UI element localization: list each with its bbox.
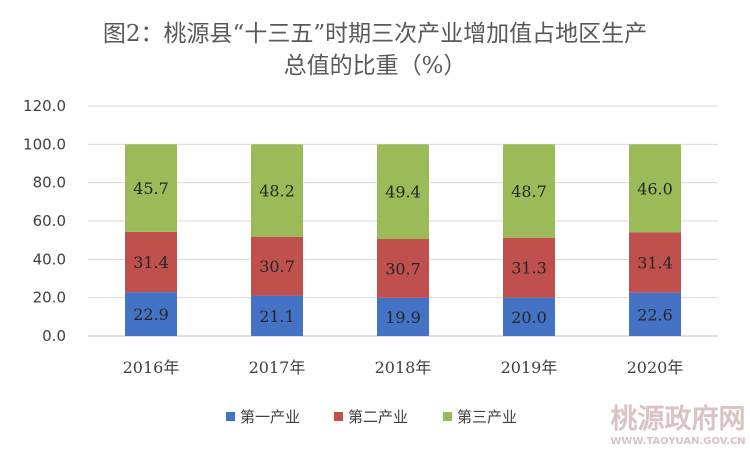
y-tick-label: 60.0: [33, 212, 66, 230]
legend-label: 第一产业: [240, 408, 300, 426]
y-tick-label: 40.0: [33, 250, 66, 268]
bar-segment: [125, 292, 177, 336]
legend-swatch: [443, 412, 452, 421]
legend: 第一产业 第二产业 第三产业: [226, 408, 517, 426]
legend-swatch: [334, 412, 343, 421]
data-label: 31.3: [511, 259, 547, 278]
data-label: 31.4: [133, 253, 169, 272]
data-label: 19.9: [385, 308, 421, 327]
y-axis-ticks: 0.0 20.0 40.0 60.0 80.0 100.0 120.0: [23, 97, 66, 345]
data-label: 20.0: [511, 308, 547, 327]
data-label: 45.7: [133, 179, 169, 198]
data-labels: 22.9 31.4 45.7 21.1 30.7 48.2 19.9 30.7 49.4 20.0…: [133, 179, 673, 327]
bars: [125, 144, 681, 336]
watermark-name: 桃源政府网: [611, 403, 746, 435]
data-label: 46.0: [637, 179, 673, 198]
data-label: 22.9: [133, 305, 169, 324]
x-axis-categories: 2016年 2017年 2018年 2019年 2020年: [123, 358, 684, 377]
data-label: 31.4: [637, 254, 673, 273]
y-tick-label: 20.0: [33, 289, 66, 307]
bar-segment: [125, 144, 177, 232]
x-category-label: 2017年: [249, 358, 306, 377]
data-label: 21.1: [259, 307, 295, 326]
x-category-label: 2020年: [627, 358, 684, 377]
data-label: 48.7: [511, 182, 547, 201]
legend-label: 第三产业: [457, 408, 517, 426]
y-tick-label: 0.0: [42, 327, 66, 345]
y-tick-label: 80.0: [33, 174, 66, 192]
bar-segment: [377, 297, 429, 336]
watermark-url: WWW.TAOYUAN.GOV.CN: [610, 436, 745, 447]
x-category-label: 2019年: [501, 358, 558, 377]
chart-title-line-2: 总值的比重（%）: [284, 53, 467, 79]
bar-segment: [251, 295, 303, 336]
bar-segment: [629, 144, 681, 233]
x-category-label: 2018年: [375, 358, 432, 377]
x-category-label: 2016年: [123, 358, 180, 377]
bar-segment: [251, 236, 303, 296]
bar-segment: [629, 292, 681, 336]
legend-label: 第二产业: [348, 408, 408, 426]
bar-segment: [125, 231, 177, 293]
data-label: 49.4: [385, 183, 421, 202]
data-label: 30.7: [259, 257, 295, 276]
bar-segment: [629, 232, 681, 293]
bar-segment: [503, 144, 555, 238]
bar-segment: [251, 144, 303, 237]
y-tick-label: 100.0: [23, 135, 66, 153]
data-label: 48.2: [259, 182, 295, 201]
bar-segment: [377, 239, 429, 298]
y-tick-label: 120.0: [23, 97, 66, 115]
data-label: 30.7: [385, 259, 421, 278]
bar-segment: [377, 144, 429, 240]
chart-title-line-1: 图2：桃源县“十三五”时期三次产业增加值占地区生产: [103, 21, 647, 47]
bar-segment: [503, 237, 555, 298]
data-label: 22.6: [637, 305, 673, 324]
legend-swatch: [226, 412, 235, 421]
bar-segment: [503, 297, 555, 336]
